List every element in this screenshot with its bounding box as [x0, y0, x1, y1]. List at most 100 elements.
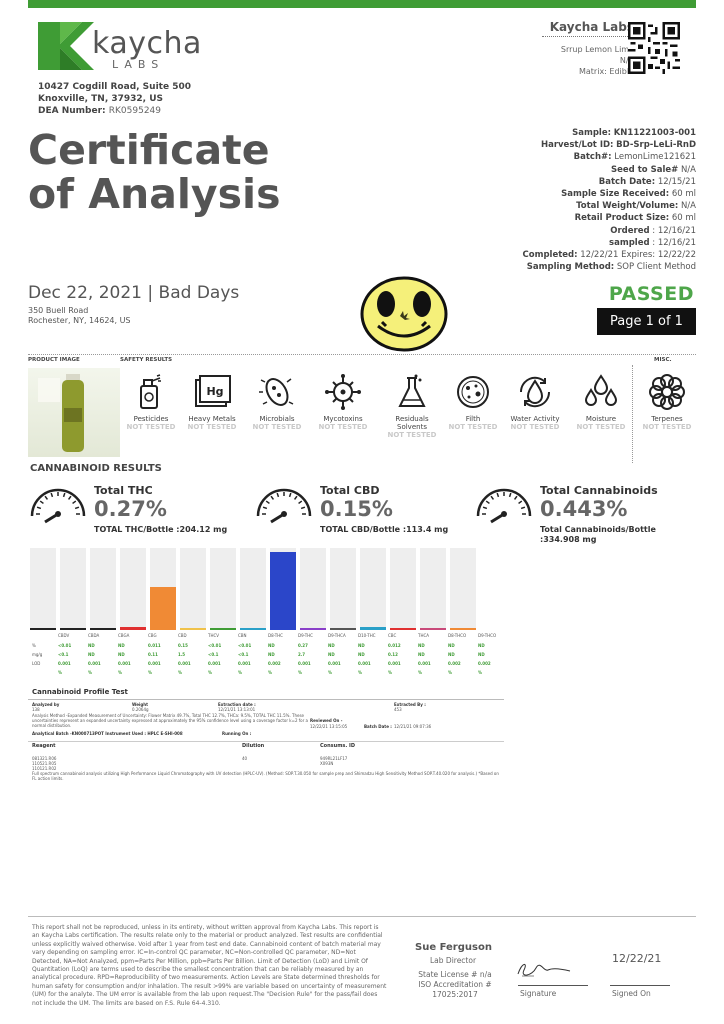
- reviewed-label: Reviewed On -: [310, 718, 343, 723]
- director-name: Sue Ferguson: [415, 942, 492, 953]
- safety-item-residuals-solvents: Residuals Solvents NOT TESTED: [382, 372, 442, 439]
- data-label: 2.7: [298, 652, 306, 657]
- iso-accreditation: ISO Accreditation #: [418, 980, 492, 989]
- data-label: 0.001: [178, 661, 191, 666]
- safety-status: NOT TESTED: [642, 423, 692, 431]
- title-line2: of Analysis: [28, 170, 281, 218]
- safety-item-filth: Filth NOT TESTED: [443, 372, 503, 431]
- unit-label: %: [478, 670, 483, 675]
- consums-label: Consums. ID: [320, 743, 356, 749]
- safety-item-pesticides: Pesticides NOT TESTED: [121, 372, 181, 431]
- client-address2: Rochester, NY, 14624, US: [28, 316, 131, 325]
- gauge-label: Total CBD: [320, 484, 380, 497]
- misc-label: MISC.: [654, 357, 672, 363]
- tick-label: CBG: [148, 633, 157, 638]
- client-address1: 350 Buell Road: [28, 306, 89, 315]
- data-label: ND: [328, 652, 335, 657]
- cannabinoid-bar-chart: [28, 548, 504, 630]
- batch-date-value: 12/21/21 09:07:36: [394, 724, 432, 729]
- director-licenses: State License # n/a ISO Accreditation # …: [415, 970, 495, 1000]
- tick-label: THCA: [418, 633, 429, 638]
- data-label: 0.001: [328, 661, 341, 666]
- tick-label: D9-THCA: [328, 633, 346, 638]
- bar-column: [120, 548, 146, 630]
- safety-item-microbials: Microbials NOT TESTED: [247, 372, 307, 431]
- gauge-sub: Total Cannabinoids/Bottle: [540, 525, 656, 534]
- safety-item-terpenes: Terpenes NOT TESTED: [637, 372, 697, 431]
- bar-baseline: [90, 628, 116, 630]
- data-label: 0.15: [178, 643, 188, 648]
- bar-baseline: [240, 628, 266, 630]
- product-matrix: Matrix: Edible: [578, 67, 634, 76]
- data-label: 0.001: [358, 661, 371, 666]
- sample-info-label: sampled: [609, 237, 650, 248]
- bar-column: [390, 548, 416, 630]
- dilution-label: Dilution: [242, 743, 265, 749]
- unit-label: %: [298, 670, 303, 675]
- kaycha-logo-icon: [38, 22, 94, 70]
- data-label: ND: [358, 643, 365, 648]
- flask-icon: [398, 374, 426, 407]
- title-line1: Certificate: [28, 126, 270, 174]
- bar-baseline: [60, 628, 86, 630]
- signature-icon: [517, 964, 571, 977]
- svg-text:Hg: Hg: [206, 385, 223, 398]
- data-label: <0.01: [58, 643, 72, 648]
- safety-name: Microbials: [259, 415, 295, 423]
- sample-info-row: Sampling Method: SOP Client Method: [523, 261, 696, 273]
- sample-info-label: Harvest/Lot ID:: [540, 140, 614, 151]
- product-image: [28, 368, 120, 457]
- bacteria-icon: [259, 378, 294, 406]
- unit-label: %: [268, 670, 273, 675]
- safety-status: NOT TESTED: [318, 423, 368, 431]
- safety-name: Terpenes: [651, 415, 683, 423]
- terpene-flower-icon: [649, 374, 685, 410]
- batch-date-label: Batch Date :: [364, 724, 392, 729]
- lab-address-line1: 10427 Cogdill Road, Suite 500: [38, 82, 191, 92]
- bar-column: [240, 548, 266, 630]
- bar-baseline: [300, 628, 326, 630]
- unit-label: %: [208, 670, 213, 675]
- gauge-value: 0.443%: [540, 497, 628, 521]
- safety-name: Water Activity: [510, 415, 560, 423]
- safety-item-mycotoxins: Mycotoxins NOT TESTED: [313, 372, 373, 431]
- sample-info-row: Completed: 12/22/21 Expires: 12/22/22: [523, 249, 696, 261]
- logo-subword: LABS: [112, 58, 165, 71]
- table-row-label: mg/g: [32, 652, 43, 657]
- consums-value: 949RL21LF17 X093N: [320, 756, 348, 766]
- data-label: ND: [448, 652, 455, 657]
- data-label: 0.001: [58, 661, 71, 666]
- weight-label: Weight: [132, 702, 148, 707]
- gauge-label: Total Cannabinoids: [540, 484, 658, 497]
- water-drop-cycle-icon: [519, 376, 551, 408]
- product-na: N/A: [619, 56, 634, 65]
- sample-info-value: : 12/16/21: [652, 225, 696, 236]
- bar-column: [420, 548, 446, 630]
- qr-code-icon[interactable]: [628, 22, 680, 74]
- bar-column: [450, 548, 476, 630]
- sample-info-label: Total Weight/Volume:: [576, 201, 679, 212]
- misc-divider: [632, 365, 633, 463]
- unit-label: %: [358, 670, 363, 675]
- data-label: ND: [448, 643, 455, 648]
- dea-value: RK0595249: [108, 106, 162, 116]
- product-info: Srrup Lemon Lime N/A Matrix: Edible: [561, 44, 634, 77]
- gauge-value: 0.15%: [320, 497, 393, 521]
- sample-info-row: Total Weight/Volume: N/A: [523, 200, 696, 212]
- signed-on-label: Signed On: [612, 989, 651, 998]
- logo-wordmark: kaycha: [92, 26, 202, 61]
- petri-dish-icon: [457, 376, 489, 408]
- data-label: 0.001: [388, 661, 401, 666]
- data-label: ND: [418, 652, 425, 657]
- lab-address: 10427 Cogdill Road, Suite 500 Knoxville,…: [38, 81, 191, 117]
- unit-label: %: [118, 670, 123, 675]
- unit-label: %: [448, 670, 453, 675]
- safety-status: NOT TESTED: [126, 423, 176, 431]
- sample-info-value: BD-Srp-LeLi-RnD: [616, 140, 696, 151]
- extraction-value: 12/21/21 13:13:01: [218, 707, 256, 712]
- reagent-label: Reagent: [32, 743, 56, 749]
- sample-info-row: Seed to Sale# N/A: [523, 164, 696, 176]
- analysis-method: Analysis Method -Expanded Measurement of…: [32, 713, 308, 728]
- unit-label: %: [148, 670, 153, 675]
- safety-status: NOT TESTED: [448, 423, 498, 431]
